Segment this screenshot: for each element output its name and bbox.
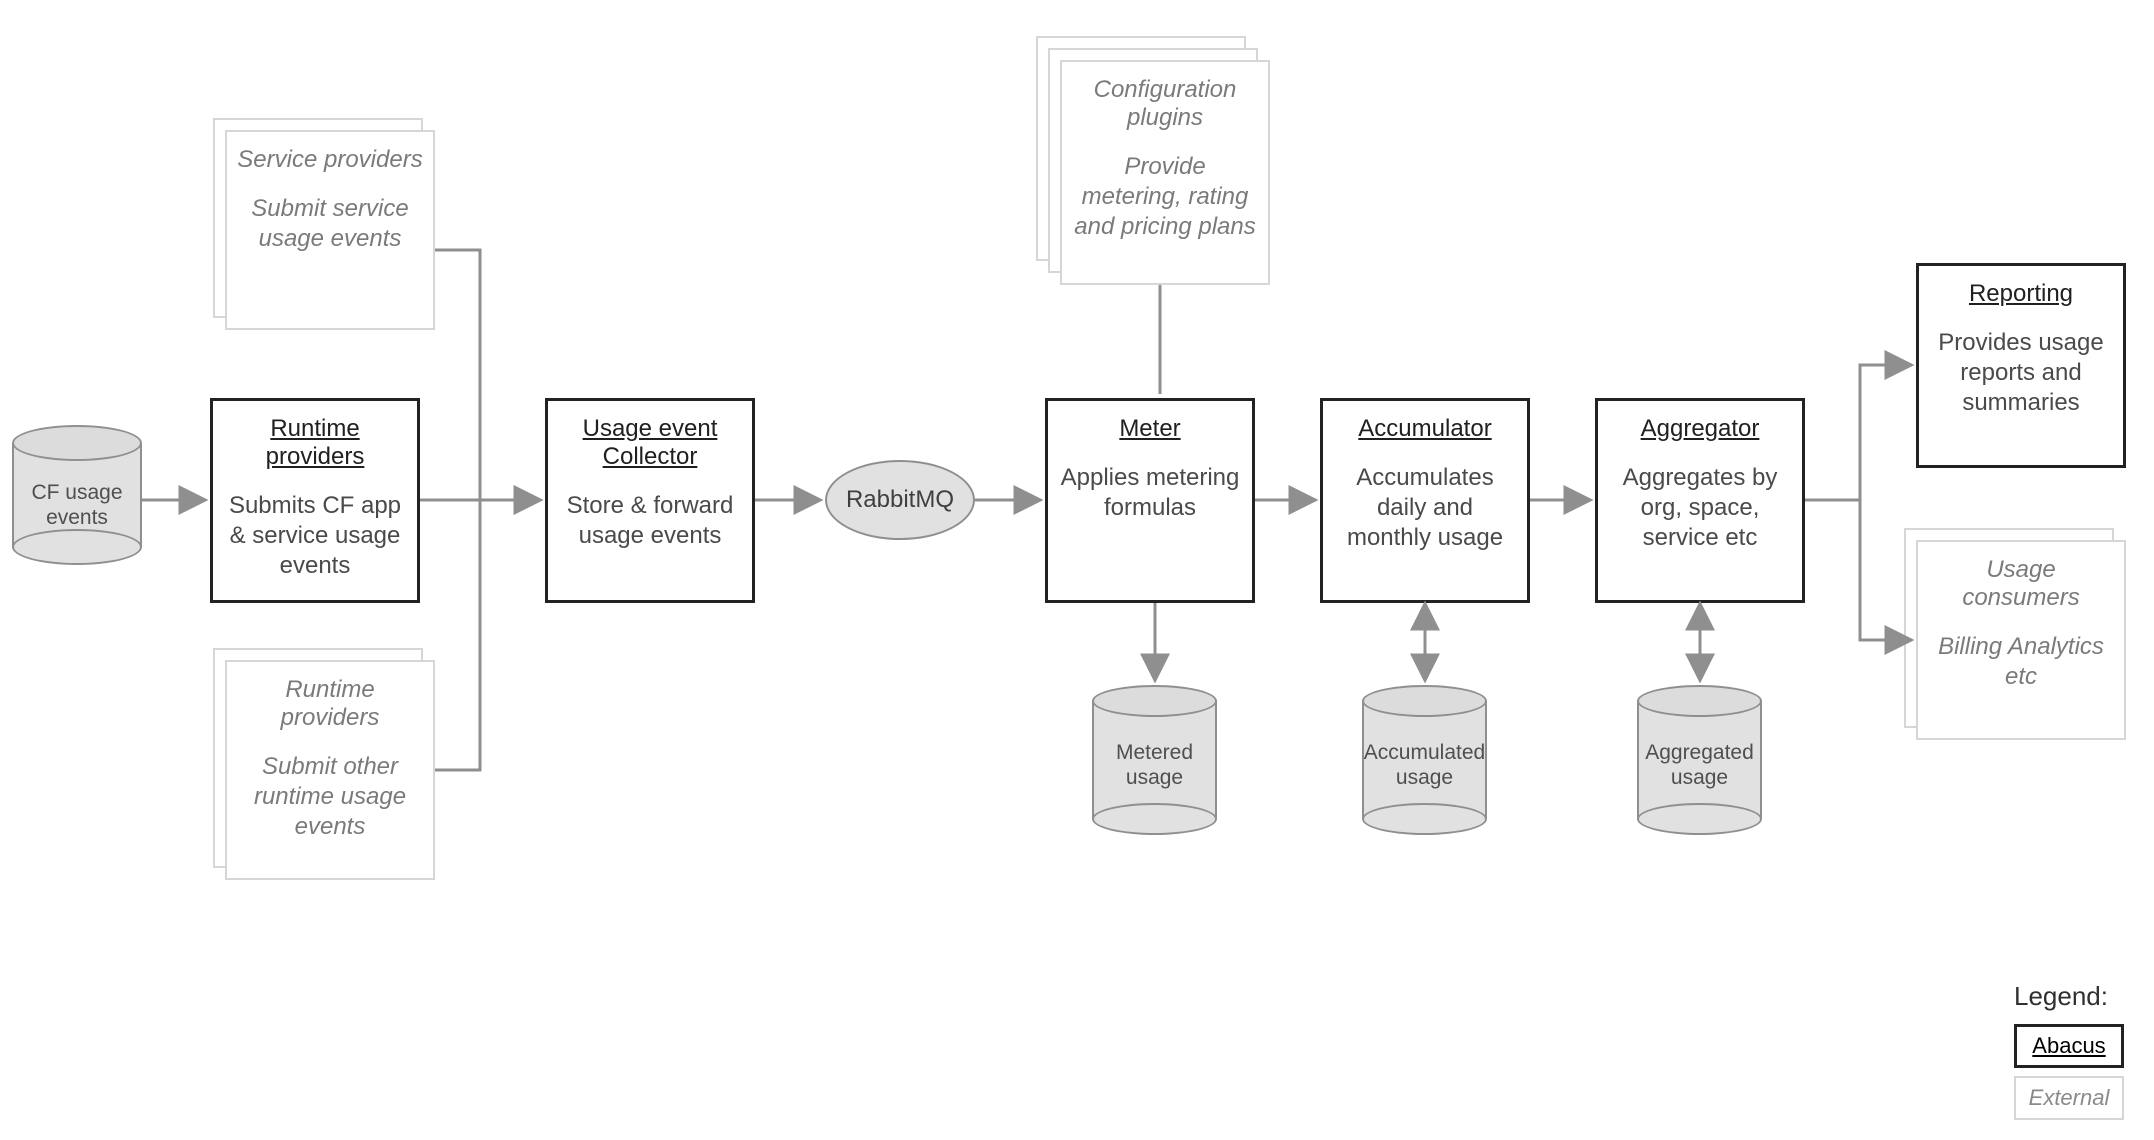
service-providers-desc: Submit service usage events bbox=[237, 194, 423, 254]
accumulator-desc: Accumulates daily and monthly usage bbox=[1333, 463, 1517, 553]
collector-desc: Store & forward usage events bbox=[558, 491, 742, 551]
aggregator-desc: Aggregates by org, space, service etc bbox=[1608, 463, 1792, 553]
rabbitmq-label: RabbitMQ bbox=[846, 486, 954, 514]
cf-usage-cylinder: CF usageevents bbox=[12, 425, 142, 565]
legend-external-swatch: External bbox=[2014, 1076, 2124, 1120]
consumers-box: Usage consumers Billing Analytics etc bbox=[1916, 540, 2126, 740]
runtime-ext-desc: Submit other runtime usage events bbox=[237, 752, 423, 842]
cf-usage-label: CF usageevents bbox=[12, 480, 142, 530]
collector-box: Usage event Collector Store & forward us… bbox=[545, 398, 755, 603]
rabbitmq-ellipse: RabbitMQ bbox=[825, 460, 975, 540]
metered-db-cylinder: Meteredusage bbox=[1092, 685, 1217, 835]
aggregator-title: Aggregator bbox=[1608, 415, 1792, 443]
service-providers-box: Service providers Submit service usage e… bbox=[225, 130, 435, 330]
runtime-ext-box: Runtime providers Submit other runtime u… bbox=[225, 660, 435, 880]
meter-title: Meter bbox=[1058, 415, 1242, 443]
config-title: Configuration plugins bbox=[1072, 76, 1258, 132]
service-providers-title: Service providers bbox=[237, 146, 423, 174]
accumulator-title: Accumulator bbox=[1333, 415, 1517, 443]
meter-box: Meter Applies metering formulas bbox=[1045, 398, 1255, 603]
runtime-providers-box: Runtime providers Submits CF app & servi… bbox=[210, 398, 420, 603]
reporting-box: Reporting Provides usage reports and sum… bbox=[1916, 263, 2126, 468]
aggr-db-label: Aggregatedusage bbox=[1637, 740, 1762, 790]
legend-label: Legend: bbox=[2014, 981, 2124, 1012]
legend-abacus-swatch: Abacus bbox=[2014, 1024, 2124, 1068]
config-box: Configuration plugins Provide metering, … bbox=[1060, 60, 1270, 285]
consumers-desc: Billing Analytics etc bbox=[1928, 632, 2114, 692]
legend-external-text: External bbox=[2029, 1085, 2110, 1111]
consumers-title: Usage consumers bbox=[1928, 556, 2114, 612]
aggr-db-cylinder: Aggregatedusage bbox=[1637, 685, 1762, 835]
runtime-ext-title: Runtime providers bbox=[237, 676, 423, 732]
runtime-providers-title: Runtime providers bbox=[223, 415, 407, 471]
collector-title: Usage event Collector bbox=[558, 415, 742, 471]
aggregator-box: Aggregator Aggregates by org, space, ser… bbox=[1595, 398, 1805, 603]
accumulator-box: Accumulator Accumulates daily and monthl… bbox=[1320, 398, 1530, 603]
legend: Legend: Abacus External bbox=[2014, 981, 2124, 1120]
reporting-desc: Provides usage reports and summaries bbox=[1929, 328, 2113, 418]
legend-abacus-text: Abacus bbox=[2032, 1033, 2105, 1059]
accum-db-cylinder: Accumulatedusage bbox=[1362, 685, 1487, 835]
config-desc: Provide metering, rating and pricing pla… bbox=[1072, 152, 1258, 242]
meter-desc: Applies metering formulas bbox=[1058, 463, 1242, 523]
reporting-title: Reporting bbox=[1929, 280, 2113, 308]
metered-db-label: Meteredusage bbox=[1092, 740, 1217, 790]
accum-db-label: Accumulatedusage bbox=[1362, 740, 1487, 790]
runtime-providers-desc: Submits CF app & service usage events bbox=[223, 491, 407, 581]
